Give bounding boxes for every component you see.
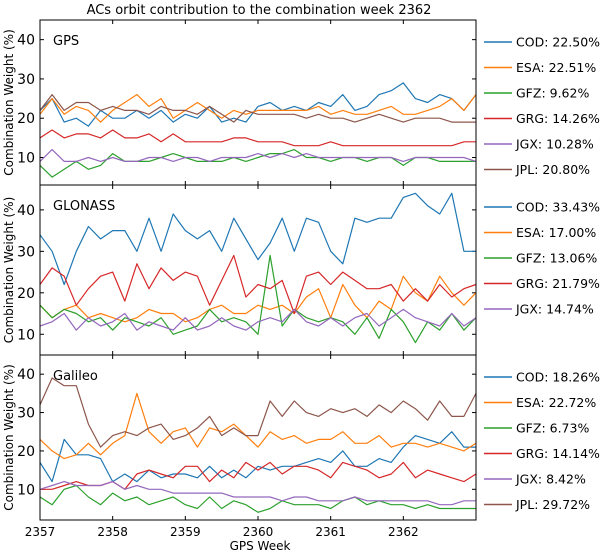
panels: 10 20 30 40 COD: 22.50% ESA: 22.51% GFZ: 9.62%… — [2, 19, 600, 539]
panel-gps: 10 20 30 40 COD: 22.50% ESA: 22.51% GFZ: 9.62%… — [2, 19, 600, 186]
series-line-gfz — [39, 484, 476, 513]
legend-label-jpl: JPL: 29.72% — [515, 497, 590, 512]
series-line-esa — [39, 392, 477, 460]
legend-label-grg: GRG: 14.26% — [516, 111, 600, 126]
x-tick-label: 2361 — [315, 525, 346, 539]
legend-label-esa: ESA: 22.51% — [516, 60, 596, 75]
legend-label-gfz: GFZ: 13.06% — [516, 251, 597, 266]
legend-label-esa: ESA: 22.72% — [516, 395, 596, 410]
series-line-esa — [39, 275, 477, 323]
plot-frame — [39, 354, 477, 521]
y-tick-label: 40 — [17, 203, 35, 219]
y-tick-label: 20 — [17, 444, 35, 460]
x-tick-label: 2358 — [97, 525, 128, 539]
y-tick-label: 20 — [17, 111, 35, 127]
x-tick-label: 2362 — [388, 525, 419, 539]
panel-label: Galileo — [53, 369, 98, 384]
plot-area — [40, 355, 476, 520]
y-tick-label: 40 — [17, 33, 35, 49]
legend-label-jgx: JGX: 8.42% — [515, 472, 586, 487]
series-line-grg — [39, 254, 477, 315]
panel-label: GLONASS — [53, 199, 115, 214]
panel-galileo: 10 20 30 40 COD: 18.26% ESA: 22.72% GFZ: 6.73%… — [2, 354, 600, 521]
x-tick-label: 2360 — [243, 525, 274, 539]
legend-label-cod: COD: 33.43% — [516, 200, 600, 215]
y-tick-label: 30 — [17, 406, 35, 422]
x-axis-label: GPS Week — [230, 539, 291, 553]
legend-label-jgx: JGX: 14.74% — [515, 302, 594, 317]
series-line-jpl — [39, 377, 477, 448]
series-line-cod — [39, 82, 477, 127]
legend-label-grg: GRG: 21.79% — [516, 276, 600, 291]
legend-label-jpl: JPL: 20.80% — [515, 162, 590, 177]
x-tick-label: 2359 — [170, 525, 201, 539]
y-axis-label: Combination Weight (%) — [2, 364, 16, 511]
plot-area — [40, 185, 476, 355]
y-tick-label: 10 — [17, 482, 35, 498]
legend-label-cod: COD: 18.26% — [516, 370, 600, 385]
legend-label-gfz: GFZ: 9.62% — [516, 86, 589, 101]
series-line-esa — [39, 93, 477, 123]
series-line-gfz — [39, 149, 476, 178]
y-tick-label: 40 — [17, 367, 35, 383]
y-tick-label: 10 — [17, 151, 35, 167]
series-line-grg — [39, 129, 476, 147]
legend-label-jgx: JGX: 10.28% — [515, 137, 594, 152]
x-tick-label: 2357 — [25, 525, 56, 539]
series-line-cod — [39, 192, 476, 286]
series-line-jgx — [39, 149, 477, 162]
series-line-jgx — [39, 308, 477, 331]
series-line-jgx — [39, 481, 476, 506]
y-tick-label: 30 — [17, 72, 35, 88]
y-tick-label: 10 — [17, 327, 35, 343]
legend-label-esa: ESA: 17.00% — [516, 225, 596, 240]
y-axis-label: Combination Weight (%) — [2, 197, 16, 344]
y-axis-label: Combination Weight (%) — [2, 29, 16, 176]
y-tick-label: 30 — [17, 244, 35, 260]
y-tick-label: 20 — [17, 286, 35, 302]
series-line-jpl — [39, 93, 476, 123]
panel-label: GPS — [53, 34, 79, 49]
chart-title: ACs orbit contribution to the combinatio… — [87, 3, 432, 18]
legend-label-gfz: GFZ: 6.73% — [516, 421, 589, 436]
panel-glonass: 10 20 30 40 COD: 33.43% ESA: 17.00% GFZ: 13.06… — [2, 184, 600, 356]
legend-label-grg: GRG: 14.14% — [516, 446, 600, 461]
series-line-gfz — [39, 254, 477, 344]
legend-label-cod: COD: 22.50% — [516, 35, 600, 50]
